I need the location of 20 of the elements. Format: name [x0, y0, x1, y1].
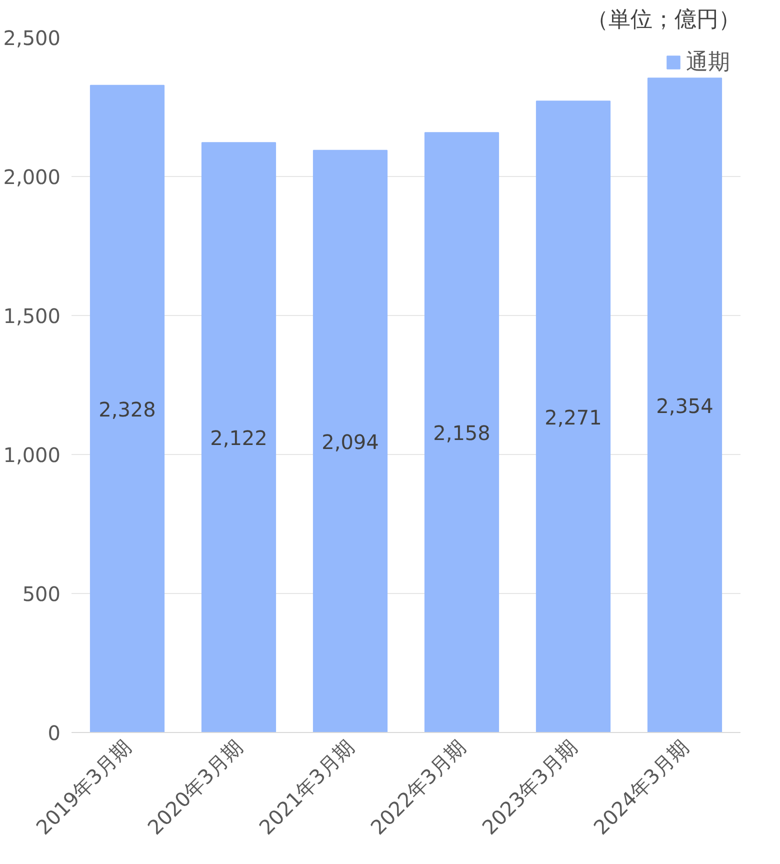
data-label: 2,328 [98, 397, 156, 422]
data-label: 2,271 [544, 405, 602, 430]
text: （単位；億円） [586, 8, 740, 32]
legend-label: 通期 [686, 48, 730, 76]
bar [647, 78, 722, 732]
y-tick-label: 0 [48, 721, 61, 745]
bar [90, 84, 165, 732]
data-label: 2,158 [433, 421, 490, 446]
y-tick-label: 500 [22, 582, 61, 606]
bar [536, 100, 611, 732]
bar [312, 150, 388, 732]
y-tick-label: 1,000 [3, 443, 61, 467]
y-tick-label: 2,500 [3, 26, 61, 50]
data-label: 2,122 [210, 426, 268, 450]
bar [424, 132, 500, 732]
data-label: 2,094 [322, 430, 379, 454]
y-tick-label: 1,500 [3, 304, 61, 328]
bar [201, 142, 276, 732]
y-tick-label: 2,000 [3, 165, 61, 189]
data-label: 2,354 [656, 394, 714, 418]
